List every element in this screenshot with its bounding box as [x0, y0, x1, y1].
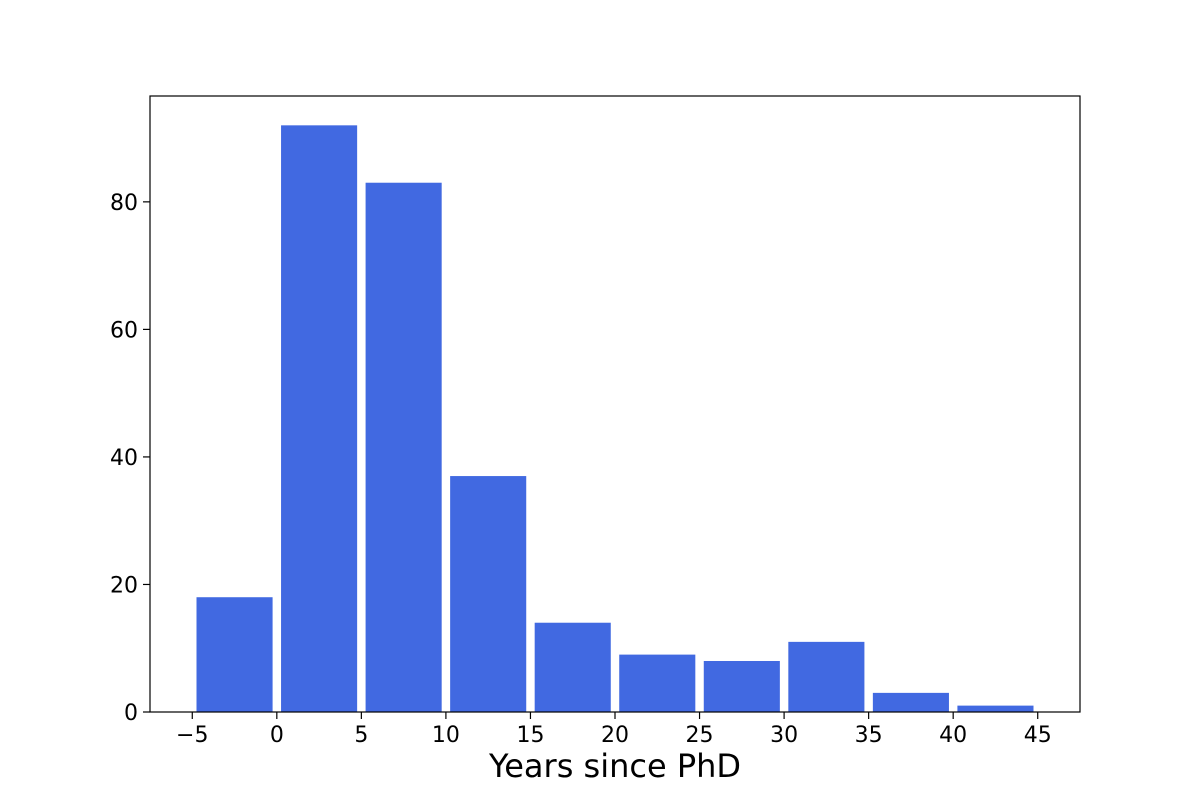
x-tick-label: 30: [770, 723, 798, 748]
y-tick-label: 20: [110, 573, 138, 598]
bar-2: [365, 182, 442, 713]
y-tick-label: 0: [124, 701, 138, 726]
y-tick-label: 60: [110, 318, 138, 343]
bar-3: [450, 476, 527, 712]
y-tick-label: 40: [110, 446, 138, 471]
bar-9: [957, 705, 1034, 712]
y-axis-ticks: 0 20 40 60 80: [110, 191, 150, 726]
bar-5: [619, 654, 696, 712]
bar-6: [703, 660, 780, 712]
x-tick-label: 45: [1024, 723, 1052, 748]
bar-4: [534, 622, 611, 712]
bar-1: [281, 125, 358, 712]
bars-group: [196, 125, 1034, 713]
x-tick-label: 40: [939, 723, 967, 748]
x-axis-title: Years since PhD: [488, 747, 741, 785]
bar-7: [788, 641, 865, 712]
x-tick-label: 35: [855, 723, 883, 748]
bar-8: [872, 692, 949, 712]
x-tick-label: −5: [176, 723, 208, 748]
y-tick-label: 80: [110, 191, 138, 216]
x-tick-label: 0: [270, 723, 284, 748]
x-tick-label: 5: [354, 723, 368, 748]
x-tick-label: 20: [601, 723, 629, 748]
x-axis-ticks: −5 0 5 10 15 20 25 30 35 40 45: [176, 712, 1052, 748]
x-tick-label: 25: [686, 723, 714, 748]
bar-0: [196, 597, 273, 712]
x-tick-label: 10: [432, 723, 460, 748]
x-tick-label: 15: [516, 723, 544, 748]
